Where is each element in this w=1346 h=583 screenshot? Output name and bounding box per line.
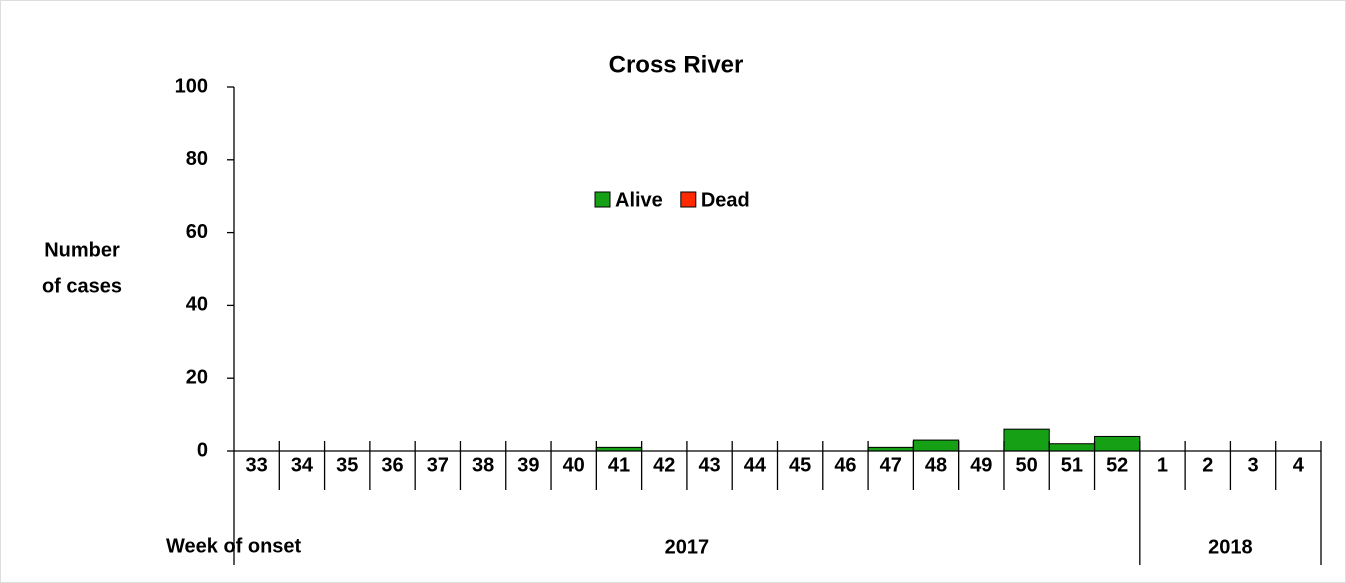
y-tick-label: 80 [186,148,208,170]
x-tick-label: 41 [608,454,630,476]
chart-title: Cross River [609,51,744,78]
x-tick-label: 42 [653,454,675,476]
y-tick-label: 0 [197,439,208,461]
x-tick-label: 34 [291,454,314,476]
x-tick-label: 47 [880,454,902,476]
bar [1048,443,1096,452]
y-tick-label: 20 [186,366,208,388]
x-tick-label: 4 [1293,454,1305,476]
x-tick-label: 45 [789,454,811,476]
x-tick-label: 39 [517,454,539,476]
x-tick-label: 36 [381,454,403,476]
y-axis-label: Number [44,239,120,261]
x-tick-label: 37 [427,454,449,476]
x-tick-label: 2 [1202,454,1213,476]
y-tick-label: 100 [175,75,208,97]
bar [912,439,960,452]
x-tick-label: 50 [1015,454,1037,476]
bar [1094,435,1141,452]
x-tick-label: 33 [246,454,268,476]
y-tick-label: 40 [186,294,208,316]
x-tick-label: 48 [925,454,947,476]
x-tick-label: 44 [744,454,767,476]
legend-label: Dead [701,189,750,211]
x-tick-label: 40 [563,454,585,476]
x-tick-label: 49 [970,454,992,476]
x-tick-label: 3 [1248,454,1259,476]
year-label: 2017 [665,536,710,558]
x-tick-label: 52 [1106,454,1128,476]
legend-swatch [594,191,611,208]
x-tick-label: 51 [1061,454,1083,476]
bar [1003,428,1050,452]
x-tick-label: 35 [336,454,358,476]
y-axis-label: of cases [42,275,122,297]
x-tick-label: 43 [698,454,720,476]
x-tick-label: 38 [472,454,494,476]
x-tick-label: 46 [834,454,856,476]
year-label: 2018 [1208,536,1253,558]
legend-label: Alive [615,189,663,211]
y-tick-label: 60 [186,221,208,243]
x-tick-label: 1 [1157,454,1168,476]
legend-swatch [680,191,697,208]
